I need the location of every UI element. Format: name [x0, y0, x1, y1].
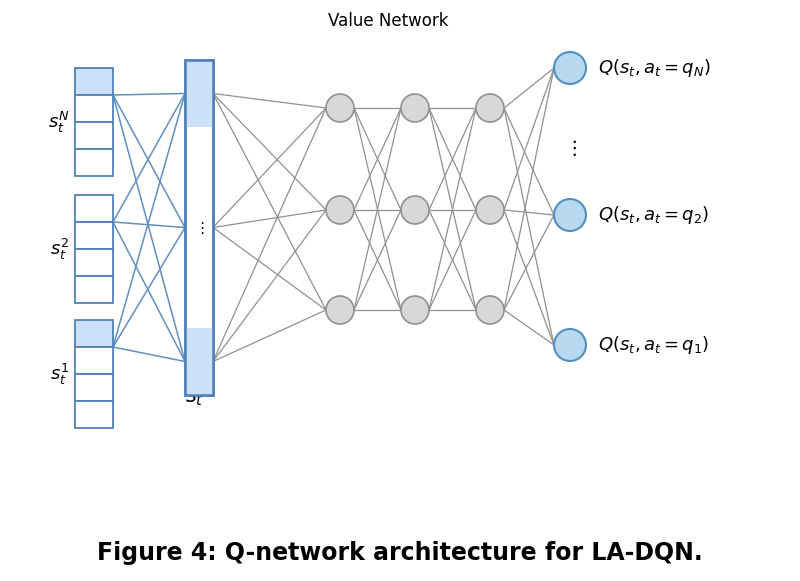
Bar: [75, 401, 113, 428]
Bar: [75, 276, 113, 303]
Circle shape: [476, 296, 504, 324]
Text: $s_t^1$: $s_t^1$: [50, 361, 69, 386]
Text: $Q(s_t, a_t = q_1)$: $Q(s_t, a_t = q_1)$: [598, 334, 709, 356]
Circle shape: [554, 329, 586, 361]
Bar: [185, 60, 213, 127]
Text: $s_t^2$: $s_t^2$: [50, 236, 69, 261]
Text: $s_t^N$: $s_t^N$: [48, 109, 69, 135]
Bar: [75, 195, 113, 222]
Circle shape: [326, 296, 354, 324]
Circle shape: [401, 296, 429, 324]
Circle shape: [401, 94, 429, 122]
Circle shape: [476, 94, 504, 122]
Circle shape: [554, 199, 586, 231]
Text: $Q(s_t, a_t = q_2)$: $Q(s_t, a_t = q_2)$: [598, 204, 709, 226]
Circle shape: [476, 196, 504, 224]
Text: $\vdots$: $\vdots$: [564, 138, 576, 158]
Bar: [75, 320, 113, 347]
Text: Figure 4: Q-network architecture for LA-DQN.: Figure 4: Q-network architecture for LA-…: [97, 541, 703, 565]
Bar: [75, 95, 113, 122]
Text: $\vdots$: $\vdots$: [194, 220, 204, 235]
Circle shape: [401, 196, 429, 224]
Circle shape: [326, 196, 354, 224]
Bar: [185, 60, 213, 395]
Bar: [75, 347, 113, 374]
Bar: [75, 222, 113, 249]
Text: $Q(s_t, a_t = q_N)$: $Q(s_t, a_t = q_N)$: [598, 57, 710, 79]
Text: Value Network: Value Network: [328, 12, 448, 30]
Bar: [75, 149, 113, 176]
Bar: [185, 60, 213, 395]
Bar: [185, 328, 213, 395]
Text: $s_t$: $s_t$: [186, 389, 205, 408]
Text: $\vdots$: $\vdots$: [87, 145, 101, 166]
Circle shape: [326, 94, 354, 122]
Bar: [75, 122, 113, 149]
Bar: [75, 249, 113, 276]
Bar: [75, 68, 113, 95]
Bar: [75, 374, 113, 401]
Circle shape: [554, 52, 586, 84]
